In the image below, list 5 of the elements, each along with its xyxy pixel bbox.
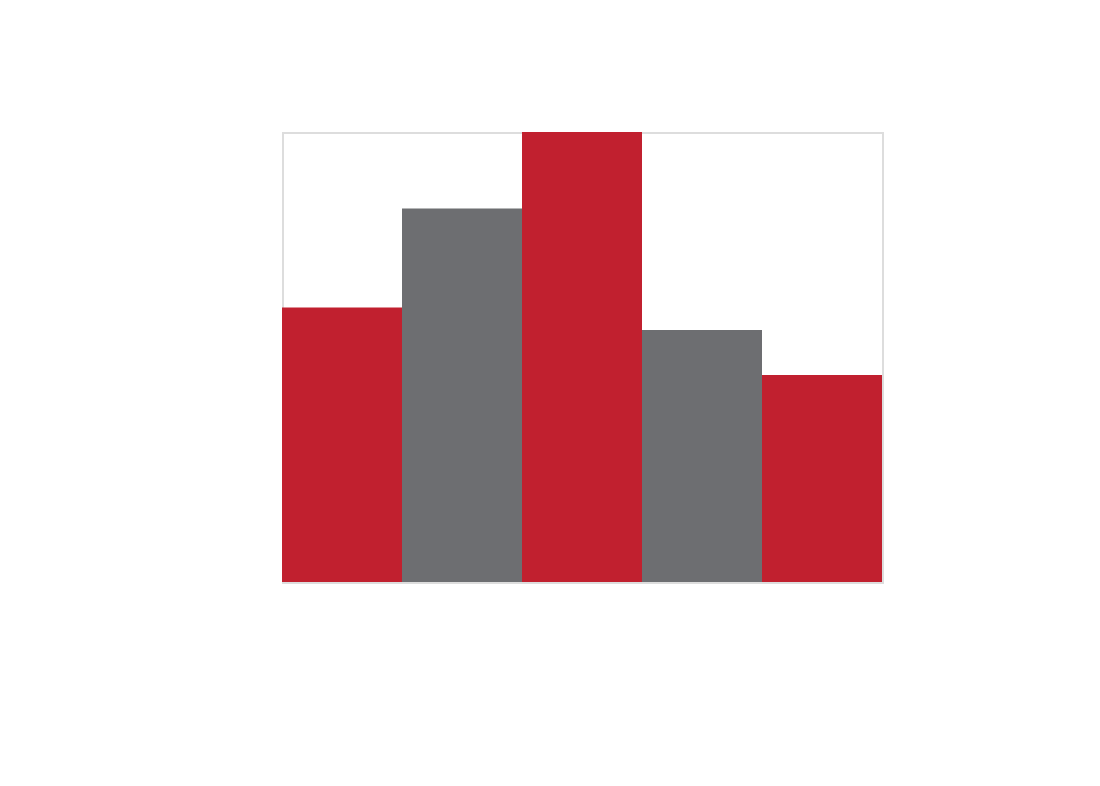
bar — [762, 375, 882, 582]
bar — [282, 307, 402, 582]
bar — [402, 208, 522, 582]
bar — [642, 330, 762, 582]
bar — [522, 132, 642, 582]
